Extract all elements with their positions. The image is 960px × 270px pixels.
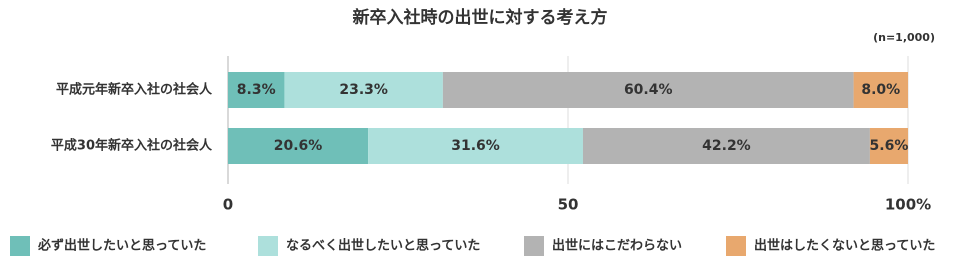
- value-label: 31.6%: [451, 138, 500, 154]
- value-label: 8.3%: [237, 82, 276, 98]
- legend-swatch: [10, 236, 30, 256]
- x-tick-label: 100%: [885, 196, 931, 214]
- bar-segment: [853, 72, 908, 108]
- y-tick-label: 平成30年新卒入社の社会人: [51, 138, 213, 154]
- legend-swatch: [726, 236, 746, 256]
- bar-segment: [582, 128, 870, 164]
- bar-segment: [228, 72, 285, 108]
- bar-segment: [869, 128, 908, 164]
- value-label: 20.6%: [274, 138, 323, 154]
- legend-swatch: [258, 236, 278, 256]
- value-label: 42.2%: [702, 138, 751, 154]
- value-label: 8.0%: [861, 82, 900, 98]
- x-tick-label: 50: [558, 196, 579, 214]
- legend-label: なるべく出世したいと思っていた: [286, 238, 480, 254]
- bar-segment: [368, 128, 583, 164]
- legend-label: 必ず出世したいと思っていた: [37, 238, 206, 254]
- x-tick-label: 0: [223, 196, 233, 214]
- y-tick-label: 平成元年新卒入社の社会人: [56, 82, 213, 98]
- bar-segment: [228, 128, 369, 164]
- sample-note: (n=1,000): [873, 31, 935, 44]
- legend-label: 出世はしたくないと思っていた: [754, 238, 935, 254]
- value-label: 60.4%: [624, 82, 673, 98]
- chart-title: 新卒入社時の出世に対する考え方: [353, 7, 608, 28]
- bar-segment: [284, 72, 443, 108]
- value-label: 5.6%: [870, 138, 909, 154]
- legend-swatch: [524, 236, 544, 256]
- legend-label: 出世にはこだわらない: [552, 238, 682, 254]
- value-label: 23.3%: [339, 82, 388, 98]
- bar-segment: [442, 72, 854, 108]
